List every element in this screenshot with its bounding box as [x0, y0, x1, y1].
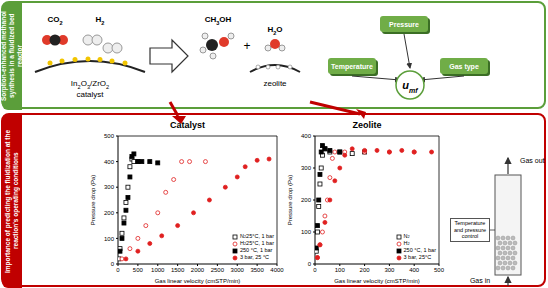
svg-text:Pressure drop (Pa): Pressure drop (Pa): [90, 175, 96, 226]
html-text:Zeolite: Zeolite: [352, 120, 382, 130]
svg-text:2500: 2500: [211, 267, 225, 273]
svg-text:2000: 2000: [191, 267, 205, 273]
svg-text:400: 400: [301, 133, 312, 139]
svg-text:0: 0: [308, 261, 312, 267]
svg-text:3500: 3500: [250, 267, 264, 273]
svg-text:0: 0: [313, 267, 317, 273]
html-text:Temperature and pressure contr: Temperature and pressure control: [453, 220, 486, 239]
svg-text:Pressure drop (Pa): Pressure drop (Pa): [287, 175, 293, 226]
svg-text:1000: 1000: [151, 267, 165, 273]
svg-text:3000: 3000: [231, 267, 245, 273]
svg-text:H2O: H2O: [267, 25, 282, 36]
html-text:250 °C, 1 bar: 250 °C, 1 bar: [240, 247, 273, 253]
html-text:Sorption-enhanced methanol syn: Sorption-enhanced methanol synthesis in …: [0, 11, 23, 101]
svg-text:In2O3/ZrO2: In2O3/ZrO2: [71, 79, 109, 90]
svg-text:Pressure: Pressure: [389, 21, 419, 28]
svg-text:100: 100: [104, 236, 115, 242]
svg-text:500: 500: [434, 267, 445, 273]
svg-text:300: 300: [384, 267, 395, 273]
svg-text:300: 300: [301, 165, 312, 171]
svg-text:1500: 1500: [171, 267, 185, 273]
svg-text:H2: H2: [96, 15, 105, 26]
svg-text:0: 0: [116, 267, 120, 273]
svg-text:100: 100: [335, 267, 346, 273]
svg-text:CO2: CO2: [47, 15, 62, 26]
html-text:3 bar, 25 °C: 3 bar, 25 °C: [240, 254, 270, 260]
html-text:250 °C, 1 bar: 250 °C, 1 bar: [403, 247, 436, 253]
svg-text:200: 200: [104, 210, 115, 216]
svg-text:200: 200: [360, 267, 371, 273]
svg-text:500: 500: [133, 267, 144, 273]
svg-text:Gas linear velocity (cmSTP/min: Gas linear velocity (cmSTP/min): [155, 278, 241, 284]
html-text:25°C, 1 bar: 25°C, 1 bar: [246, 240, 274, 246]
html-text:N2: N2: [403, 233, 410, 239]
svg-text:4000: 4000: [270, 267, 284, 273]
svg-text:+: +: [243, 39, 250, 53]
html-text:H2: H2: [403, 240, 410, 246]
svg-text:catalyst: catalyst: [76, 90, 104, 99]
svg-text:500: 500: [104, 133, 115, 139]
html-text:N2: N2: [240, 233, 247, 239]
html-text:Importance of predicting the f: Importance of predicting the fluidizatio…: [4, 129, 19, 273]
svg-text:400: 400: [104, 159, 115, 165]
svg-text:Gas type: Gas type: [449, 63, 479, 71]
html-text:25°C, 1 bar: 25°C, 1 bar: [246, 233, 274, 239]
svg-text:Temperature: Temperature: [331, 63, 373, 71]
svg-text:Gas out: Gas out: [520, 157, 540, 164]
html-text:H2: H2: [240, 240, 247, 246]
svg-text:0: 0: [111, 261, 115, 267]
svg-text:zeolite: zeolite: [263, 79, 287, 88]
svg-text:300: 300: [104, 184, 115, 190]
svg-text:Gas linear velocity (cmSTP/min: Gas linear velocity (cmSTP/min): [334, 278, 420, 284]
svg-text:400: 400: [409, 267, 420, 273]
svg-text:200: 200: [301, 197, 312, 203]
html-text:3 bar, 25°C: 3 bar, 25°C: [403, 254, 432, 260]
html-text:Catalyst: Catalyst: [170, 120, 205, 130]
svg-text:100: 100: [301, 229, 312, 235]
svg-text:Gas in: Gas in: [470, 277, 490, 284]
svg-text:CH3OH: CH3OH: [205, 15, 232, 26]
svg-text:umf: umf: [402, 79, 418, 94]
